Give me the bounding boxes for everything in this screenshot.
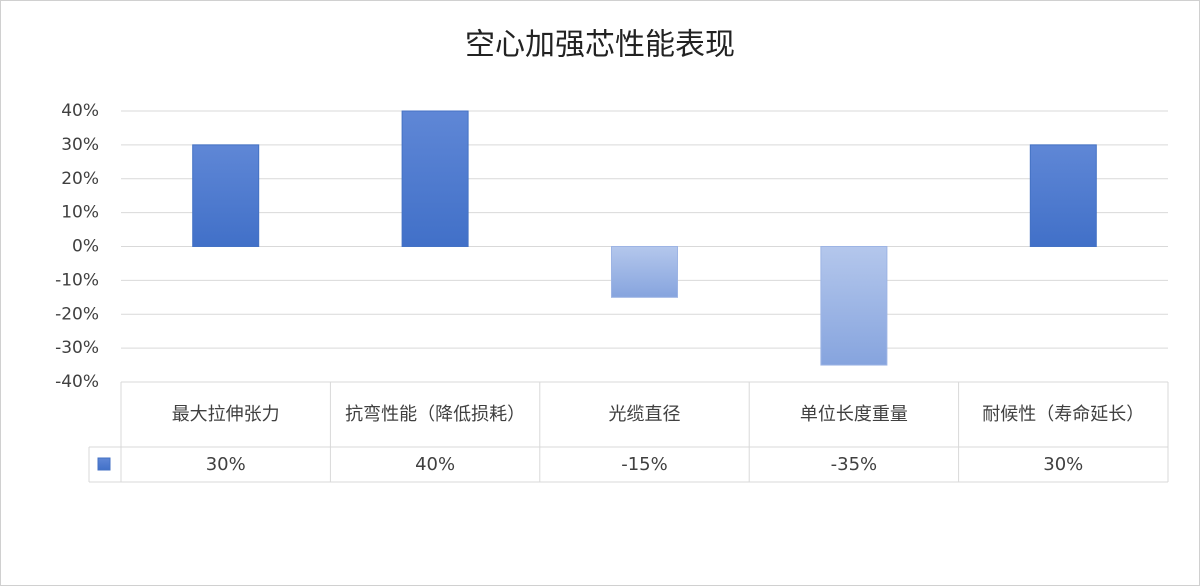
value-label: -35% xyxy=(830,454,878,475)
y-tick-label: -40% xyxy=(55,372,99,392)
category-label: 耐候性（寿命延长） xyxy=(982,404,1145,425)
y-tick-label: 40% xyxy=(61,101,99,121)
category-label: 单位长度重量 xyxy=(799,404,908,425)
y-tick-label: 0% xyxy=(72,237,99,257)
y-tick-label: 30% xyxy=(61,135,99,155)
y-tick-label: -20% xyxy=(55,304,99,324)
y-tick-label: -30% xyxy=(55,338,99,358)
bar xyxy=(401,110,469,247)
bar xyxy=(1029,144,1097,247)
y-tick-label: -10% xyxy=(55,270,99,290)
bar xyxy=(820,246,888,366)
chart-title: 空心加强芯性能表现 xyxy=(465,28,735,63)
y-tick-label: 10% xyxy=(61,203,99,223)
value-label: 30% xyxy=(205,454,246,475)
category-label: 最大拉伸张力 xyxy=(171,404,280,425)
value-label: 30% xyxy=(1043,454,1084,475)
value-label: -15% xyxy=(621,454,668,475)
category-label: 光缆直径 xyxy=(608,404,681,425)
legend-key xyxy=(97,457,111,471)
category-label: 抗弯性能（降低损耗） xyxy=(345,404,526,425)
bar xyxy=(192,144,260,247)
bar xyxy=(611,246,678,298)
value-label: 40% xyxy=(415,454,456,475)
y-tick-label: 20% xyxy=(61,169,99,189)
